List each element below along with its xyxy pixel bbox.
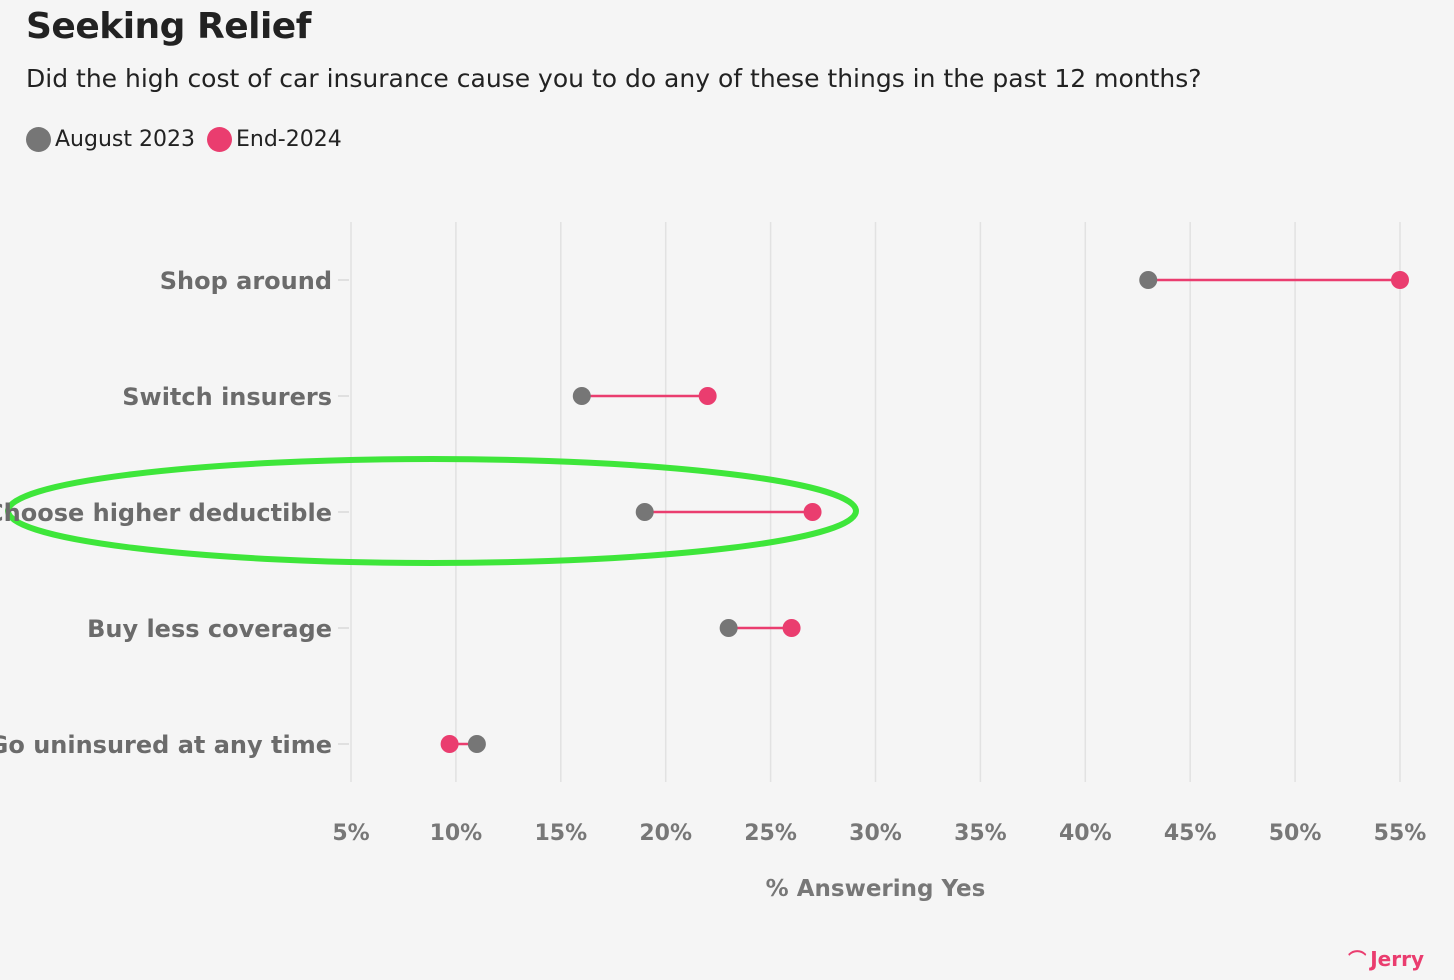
dot-end-2024-switch-insurers <box>698 387 717 405</box>
category-label-go-uninsured-at-any-time: Go uninsured at any time <box>0 731 332 759</box>
dot-august-2023-go-uninsured-at-any-time <box>467 735 486 753</box>
x-tick-label-30: 30% <box>849 821 902 846</box>
legend-marker-august-2023 <box>26 127 51 152</box>
legend-item-end-2024: End-2024 <box>206 127 342 152</box>
brand-name: Jerry <box>1370 947 1424 971</box>
highlight-ellipse <box>5 456 859 566</box>
category-label-shop-around: Shop around <box>160 267 332 295</box>
dot-august-2023-switch-insurers <box>572 387 591 405</box>
chart-legend: August 2023 End-2024 <box>26 127 354 152</box>
x-tick-label-55: 55% <box>1374 821 1427 846</box>
jerry-logo-icon: ⌒ <box>1348 950 1367 971</box>
dot-end-2024-shop-around <box>1391 271 1409 289</box>
x-tick-label-45: 45% <box>1164 821 1217 846</box>
x-tick-label-25: 25% <box>744 821 797 846</box>
chart-subtitle: Did the high cost of car insurance cause… <box>26 64 1202 93</box>
x-tick-label-40: 40% <box>1059 821 1112 846</box>
x-tick-label-35: 35% <box>954 821 1007 846</box>
x-axis-label: % Answering Yes <box>766 876 986 902</box>
category-label-choose-higher-deductible: Choose higher deductible <box>0 499 332 527</box>
category-label-buy-less-coverage: Buy less coverage <box>87 615 332 643</box>
dot-end-2024-choose-higher-deductible <box>803 503 822 521</box>
category-label-switch-insurers: Switch insurers <box>122 383 332 411</box>
legend-label-august-2023: August 2023 <box>55 127 195 152</box>
legend-label-end-2024: End-2024 <box>235 127 342 152</box>
x-tick-label-20: 20% <box>639 821 692 846</box>
brand-logo: ⌒ Jerry <box>1348 946 1424 972</box>
dot-august-2023-shop-around <box>1139 271 1158 289</box>
chart-title: Seeking Relief <box>26 6 311 47</box>
x-tick-label-10: 10% <box>430 821 483 846</box>
dot-end-2024-buy-less-coverage <box>782 619 801 637</box>
x-tick-label-5: 5% <box>332 821 369 846</box>
dot-august-2023-choose-higher-deductible <box>635 503 654 521</box>
legend-item-august-2023: August 2023 <box>26 127 195 152</box>
x-tick-label-15: 15% <box>534 821 587 846</box>
dot-end-2024-go-uninsured-at-any-time <box>440 735 459 753</box>
legend-marker-end-2024 <box>206 127 232 152</box>
x-tick-label-50: 50% <box>1269 821 1322 846</box>
dot-august-2023-buy-less-coverage <box>719 619 738 637</box>
